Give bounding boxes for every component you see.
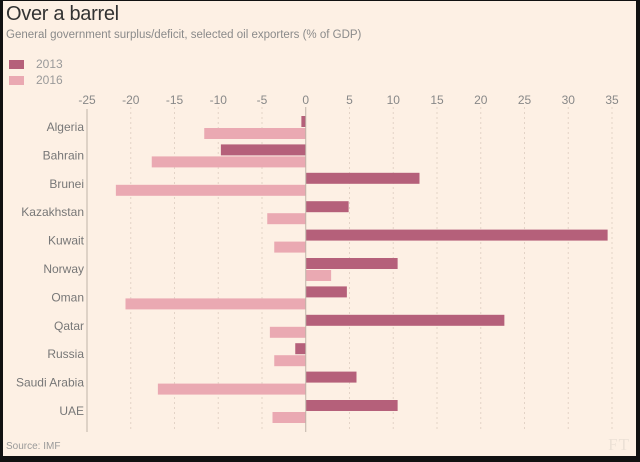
chart-title: Over a barrel	[6, 3, 119, 25]
category-label: Norway	[43, 262, 84, 276]
legend-label-2016: 2016	[36, 73, 63, 87]
source-note: Source: IMF	[6, 441, 61, 452]
bar-2016-kuwait	[274, 241, 306, 253]
bar-2016-oman	[125, 298, 306, 310]
category-label: Kazakhstan	[21, 205, 84, 219]
legend-label-2013: 2013	[36, 57, 63, 71]
x-tick-label: -15	[166, 93, 184, 107]
category-label: Algeria	[47, 120, 85, 134]
bar-2013-bahrain	[220, 144, 306, 156]
bar-2013-uae	[305, 400, 398, 411]
bar-2016-brunei	[115, 184, 306, 196]
category-label: Bahrain	[43, 148, 84, 162]
x-tick-label: -20	[122, 93, 140, 107]
legend-item-2013: 2013	[9, 57, 63, 71]
category-label: Kuwait	[48, 234, 85, 248]
category-label: Russia	[47, 347, 84, 361]
bar-2013-kazakhstan	[305, 201, 349, 213]
legend-swatch-2016	[9, 75, 24, 85]
category-label: Brunei	[49, 177, 84, 191]
bar-2013-saudi-arabia	[305, 371, 357, 383]
bar-2016-qatar	[269, 326, 306, 338]
x-tick-label: 10	[387, 93, 401, 107]
x-tick-label: -10	[210, 93, 228, 107]
bar-2013-kuwait	[305, 229, 608, 241]
x-tick-label: 15	[430, 93, 444, 107]
bar-2013-algeria	[301, 116, 306, 127]
x-tick-label: 35	[605, 93, 619, 107]
bar-2016-algeria	[204, 128, 306, 139]
category-label: Saudi Arabia	[16, 376, 84, 390]
bar-2013-russia	[295, 343, 306, 355]
chart-subtitle: General government surplus/deficit, sele…	[6, 29, 362, 41]
category-label: Qatar	[54, 319, 84, 333]
bar-2016-uae	[272, 412, 306, 423]
x-tick-label: 5	[346, 93, 353, 107]
legend-item-2016: 2016	[9, 73, 63, 87]
x-tick-label: 20	[474, 93, 488, 107]
bar-2013-qatar	[305, 314, 505, 326]
bar-2016-norway	[305, 270, 332, 281]
ft-watermark: FT	[608, 435, 630, 454]
bar-2013-brunei	[305, 172, 420, 184]
x-tick-label: 0	[302, 93, 309, 107]
bar-2016-bahrain	[151, 156, 306, 168]
bar-2013-oman	[305, 286, 347, 298]
bar-2013-norway	[305, 258, 398, 269]
legend-swatch-2013	[9, 59, 24, 69]
category-label: Oman	[51, 290, 84, 304]
bar-2016-russia	[274, 355, 306, 367]
x-tick-label: 25	[518, 93, 532, 107]
category-label: UAE	[59, 404, 84, 418]
bar-2016-saudi-arabia	[157, 383, 306, 395]
x-tick-label: 30	[562, 93, 576, 107]
x-tick-label: -25	[78, 93, 96, 107]
bar-2016-kazakhstan	[267, 213, 306, 225]
x-tick-label: -5	[257, 93, 268, 107]
